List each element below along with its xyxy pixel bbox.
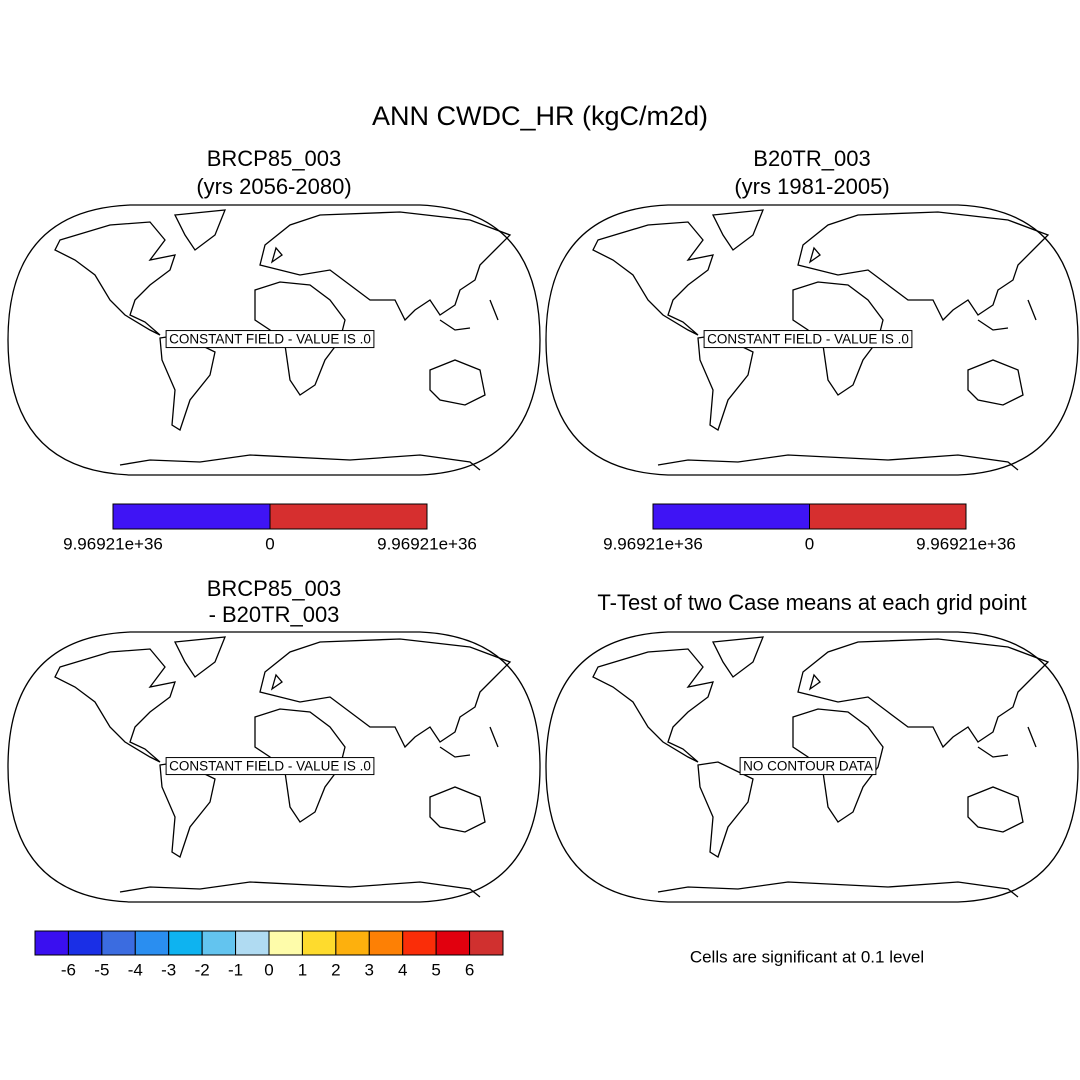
color-box xyxy=(652,503,810,530)
colorbar-label: 5 xyxy=(431,960,440,979)
colorbar-label: 0 xyxy=(264,960,273,979)
colorbar-label: 0 xyxy=(805,534,814,553)
panel-title: B20TR_003 xyxy=(753,146,870,171)
annotation: CONSTANT FIELD - VALUE IS .0 xyxy=(169,332,371,347)
colorbar-label: -5 xyxy=(94,960,109,979)
color-box xyxy=(269,503,428,530)
colorbar-label: 9.96921e+36 xyxy=(916,534,1016,553)
color-box xyxy=(168,930,203,956)
colorbar-label: 9.96921e+36 xyxy=(603,534,703,553)
panel-title: T-Test of two Case means at each grid po… xyxy=(597,590,1026,615)
color-box xyxy=(402,930,437,956)
colorbar-label: 3 xyxy=(365,960,374,979)
panel-title: BRCP85_003 xyxy=(207,576,342,601)
color-box xyxy=(101,930,136,956)
color-box xyxy=(268,930,303,956)
colorbar-label: -6 xyxy=(61,960,76,979)
color-box xyxy=(235,930,270,956)
colorbar-label: 0 xyxy=(265,534,274,553)
color-box xyxy=(301,930,337,956)
color-box xyxy=(435,930,471,956)
colorbar-label: 2 xyxy=(331,960,340,979)
panel-title: BRCP85_003 xyxy=(207,146,342,171)
panel-title: - B20TR_003 xyxy=(209,602,340,627)
colorbar-label: -3 xyxy=(161,960,176,979)
color-box xyxy=(134,930,170,956)
panel-title: (yrs 2056-2080) xyxy=(196,174,351,199)
figure-title: ANN CWDC_HR (kgC/m2d) xyxy=(372,101,708,131)
colorbar-label: 4 xyxy=(398,960,407,979)
annotation: NO CONTOUR DATA xyxy=(743,759,873,774)
color-box xyxy=(469,930,504,956)
color-box xyxy=(201,930,237,956)
note: Cells are significant at 0.1 level xyxy=(690,947,924,966)
colorbar-label: -1 xyxy=(228,960,243,979)
colorbar-label: -2 xyxy=(195,960,210,979)
colorbar-label: -4 xyxy=(128,960,143,979)
annotation: CONSTANT FIELD - VALUE IS .0 xyxy=(169,759,371,774)
annotation: CONSTANT FIELD - VALUE IS .0 xyxy=(707,332,909,347)
color-box xyxy=(112,503,271,530)
color-box xyxy=(809,503,967,530)
annotation-box xyxy=(703,330,913,349)
annotation-box xyxy=(165,757,375,776)
colorbar-label: 1 xyxy=(298,960,307,979)
annotation-box xyxy=(739,757,877,776)
panel-title: (yrs 1981-2005) xyxy=(734,174,889,199)
colorbar-label: 9.96921e+36 xyxy=(377,534,477,553)
colorbar-label: 9.96921e+36 xyxy=(63,534,163,553)
annotation-box xyxy=(165,330,375,349)
color-box xyxy=(368,930,404,956)
color-box xyxy=(34,930,69,956)
color-box xyxy=(335,930,370,956)
colorbar-label: 6 xyxy=(465,960,474,979)
color-box xyxy=(67,930,103,956)
